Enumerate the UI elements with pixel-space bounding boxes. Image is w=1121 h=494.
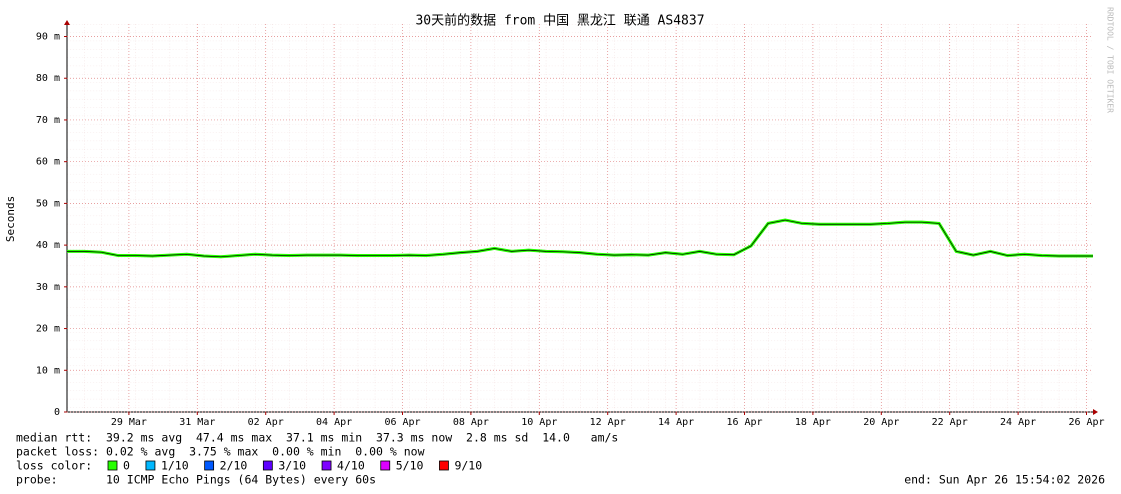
x-tick-label: 24 Apr [1000, 417, 1036, 428]
loss-label: 2/10 [220, 459, 248, 473]
x-tick-label: 14 Apr [658, 417, 694, 428]
y-tick-label: 30 m [36, 282, 60, 293]
y-tick-label: 70 m [36, 115, 60, 126]
x-tick-label: 12 Apr [590, 417, 626, 428]
loss-color-label: loss color: [16, 459, 92, 473]
loss-swatch [321, 460, 332, 471]
loss-label: 4/10 [337, 459, 365, 473]
x-tick-label: 02 Apr [248, 417, 284, 428]
x-tick-label: 06 Apr [384, 417, 420, 428]
loss-swatch [107, 460, 118, 471]
y-tick-label: 40 m [36, 240, 60, 251]
x-tick-label: 18 Apr [795, 417, 831, 428]
y-arrow [64, 20, 70, 25]
x-tick-label: 29 Mar [111, 417, 147, 428]
y-tick-label: 80 m [36, 73, 60, 84]
loss-label: 3/10 [278, 459, 306, 473]
probe: probe: 10 ICMP Echo Pings (64 Bytes) eve… [16, 473, 376, 487]
loss-label: 9/10 [454, 459, 482, 473]
loss-swatch [380, 460, 391, 471]
x-tick-label: 20 Apr [863, 417, 899, 428]
x-tick-label: 08 Apr [453, 417, 489, 428]
median-rtt: median rtt: 39.2 ms avg 47.4 ms max 37.1… [16, 431, 618, 445]
loss-swatch [439, 460, 449, 471]
loss-label: 5/10 [396, 459, 424, 473]
loss-label: 0 [123, 459, 130, 473]
loss-label: 1/10 [161, 459, 189, 473]
loss-swatch [204, 460, 215, 471]
x-tick-label: 04 Apr [316, 417, 352, 428]
y-tick-label: 20 m [36, 324, 60, 335]
y-axis-label: Seconds [4, 196, 17, 242]
loss-swatch [262, 460, 273, 471]
loss-swatch [145, 460, 156, 471]
x-tick-label: 16 Apr [726, 417, 762, 428]
y-tick-label: 10 m [36, 365, 60, 376]
chart-title: 30天前的数据 from 中国 黑龙江 联通 AS4837 [415, 13, 704, 29]
y-tick-label: 60 m [36, 157, 60, 168]
minor-grid [67, 24, 1093, 412]
watermark: RRDTOOL / TOBI OETIKER [1106, 7, 1115, 113]
x-tick-label: 31 Mar [179, 417, 215, 428]
x-tick-label: 10 Apr [521, 417, 557, 428]
x-tick-label: 22 Apr [932, 417, 968, 428]
y-tick-label: 90 m [36, 32, 60, 43]
end-time: end: Sun Apr 26 15:54:02 2026 [904, 473, 1105, 487]
x-tick-label: 26 Apr [1068, 417, 1104, 428]
packet-loss: packet loss: 0.02 % avg 3.75 % max 0.00 … [16, 445, 425, 459]
x-arrow [1093, 409, 1098, 415]
y-tick-label: 50 m [36, 198, 60, 209]
median-line-core [67, 219, 1093, 258]
y-tick-label: 0 [54, 407, 60, 418]
